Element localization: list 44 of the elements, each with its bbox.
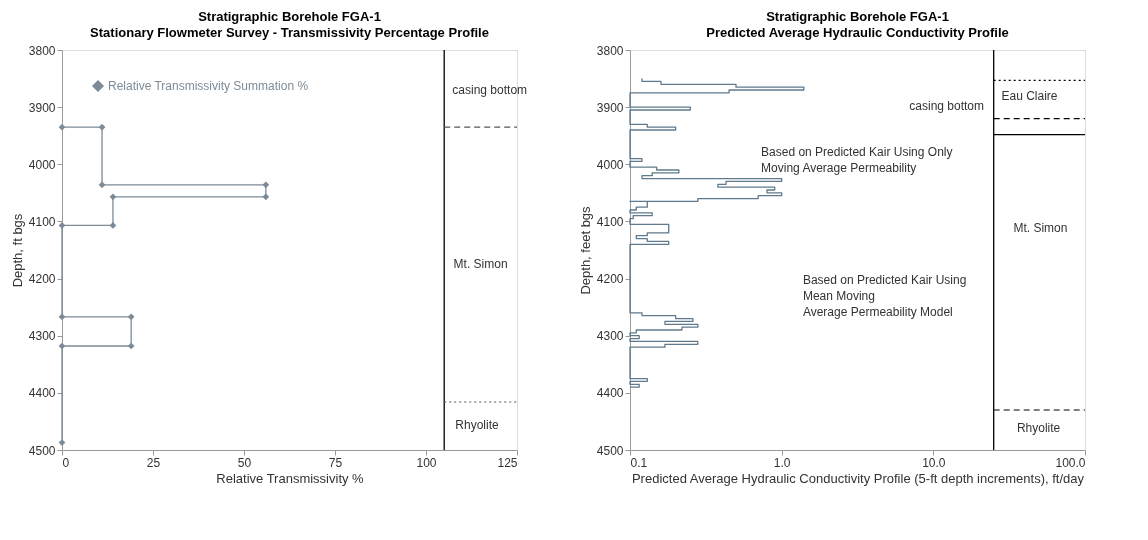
x-tick-label: 100 — [416, 455, 437, 470]
y-tick-label: 4000 — [28, 157, 56, 172]
y-tick-label: 4500 — [28, 443, 56, 458]
annotation: Based on Predicted Kair Using Mean Moving Average Permeability Model — [802, 273, 967, 319]
y-axis-title: Depth, feet bgs — [577, 205, 593, 295]
y-tick-label: 4000 — [596, 157, 624, 172]
y-tick-label: 4100 — [596, 214, 624, 229]
x-tick-label: 100.0 — [1055, 455, 1086, 470]
y-tick-label: 4300 — [28, 329, 56, 344]
y-tick-label: 4300 — [596, 329, 624, 344]
y-tick-label: 3800 — [28, 43, 56, 58]
y-tick-label: 4400 — [28, 386, 56, 401]
chart-subtitle: Predicted Average Hydraulic Conductivity Profile — [706, 25, 1009, 40]
x-tick-label: 0 — [62, 455, 70, 470]
y-tick-label: 4200 — [28, 272, 56, 287]
x-tick-label: 0.1 — [630, 455, 648, 470]
x-tick-label: 75 — [328, 455, 343, 470]
x-tick-label: 50 — [237, 455, 252, 470]
y-axis-title: Depth, ft bgs — [9, 213, 25, 288]
y-tick-label: 3800 — [596, 43, 624, 58]
x-tick-label: 125 — [497, 455, 518, 470]
y-tick-label: 4400 — [596, 386, 624, 401]
x-axis-title: Relative Transmissivity % — [216, 470, 365, 486]
annotation: Eau Claire — [1001, 88, 1058, 103]
annotation: Based on Predicted Kair Using Only Moving Average Permeability — [761, 145, 953, 175]
annotation: Mt. Simon — [1013, 220, 1068, 235]
annotation: Rhyolite — [455, 417, 499, 432]
annotation: casing bottom — [452, 83, 528, 97]
x-tick-label: 10.0 — [922, 455, 946, 470]
y-tick-label: 3900 — [596, 100, 624, 115]
y-tick-label: 4200 — [596, 272, 624, 287]
chart-title: Stratigraphic Borehole FGA-1 — [198, 9, 381, 24]
y-tick-label: 4100 — [28, 214, 56, 229]
annotation: Rhyolite — [1016, 420, 1061, 435]
y-tick-label: 3900 — [28, 100, 56, 115]
chart-subtitle: Stationary Flowmeter Survey - Transmissivity Percentage Profile — [90, 25, 489, 40]
x-tick-label: 25 — [146, 455, 161, 470]
annotation: casing bottom — [909, 99, 985, 113]
x-axis-title: Predicted Average Hydraulic Conductivity Profile (5-ft depth increments), ft/day — [631, 470, 1085, 486]
annotation: Mt. Simon — [453, 256, 508, 271]
y-tick-label: 4500 — [596, 443, 624, 458]
legend-label: Relative Transmissivity Summation % — [108, 79, 309, 93]
chart-title: Stratigraphic Borehole FGA-1 — [766, 9, 949, 24]
x-tick-label: 1.0 — [773, 455, 791, 470]
